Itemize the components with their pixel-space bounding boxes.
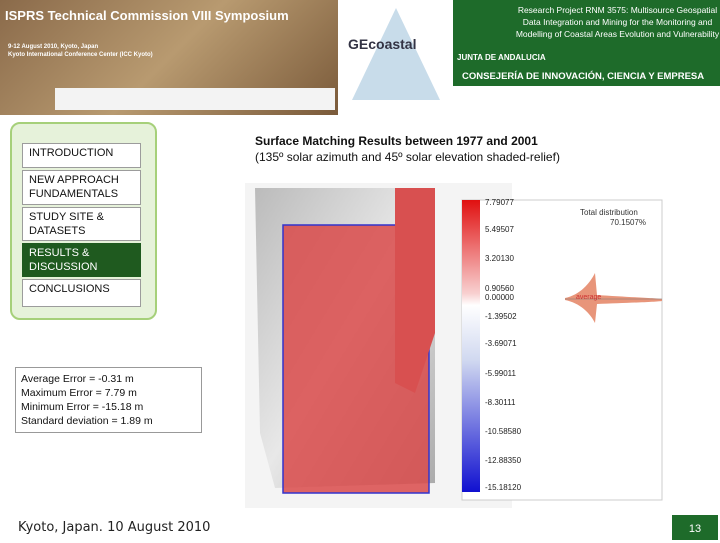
colorbar-label: 0.00000 [485,293,514,302]
menu-item[interactable]: STUDY SITE & DATASETS [22,207,141,241]
slide-subtitle: (135º solar azimuth and 45º solar elevat… [255,150,560,164]
menu-item[interactable]: INTRODUCTION [22,143,141,168]
colorbar-label: -5.99011 [485,369,516,378]
junta: JUNTA DE ANDALUCIA [457,53,546,62]
banner-title: ISPRS Technical Commission VIII Symposiu… [5,8,289,23]
colorbar-label: -8.30111 [485,398,516,407]
menu-item[interactable]: NEW APPROACH FUNDAMENTALS [22,170,141,205]
logo-box [340,0,452,115]
banner-date: 9-12 August 2010, Kyoto, Japan [8,44,99,50]
colorbar-label: -10.58580 [485,427,522,436]
slide-title: Surface Matching Results between 1977 an… [255,134,538,148]
distribution-value: 70.1507% [610,218,647,227]
menu-item[interactable]: CONCLUSIONS [22,279,141,307]
colorbar-label: 0.90560 [485,284,514,293]
colorbar-label: 5.49507 [485,225,514,234]
logo-icon [352,8,440,100]
stat: Standard deviation = 1.89 m [21,415,153,427]
stat: Maximum Error = 7.79 m [21,387,137,399]
logo-text: GEcoastal [348,36,417,52]
footer-text: Kyoto, Japan. 10 August 2010 [18,520,211,535]
banner-venue: Kyoto International Conference Center (I… [8,52,153,58]
stat: Minimum Error = -15.18 m [21,401,144,413]
stat: Average Error = -0.31 m [21,373,134,385]
page-number: 13 [672,515,718,540]
distribution-label: Total distribution [580,208,638,217]
figure [245,183,663,508]
project-text: Research Project RNM 3575: Multisource G… [515,5,720,39]
sponsor-strip [55,88,335,110]
colorbar-label: -12.88350 [485,456,522,465]
consejeria-box [453,68,720,86]
consejeria: CONSEJERÍA DE INNOVACIÓN, CIENCIA Y EMPR… [462,71,705,82]
stats-box: Average Error = -0.31 m Maximum Error = … [15,367,202,433]
colorbar-label: -3.69071 [485,339,517,348]
colorbar-label: -15.18120 [485,483,522,492]
colorbar-label: 7.79077 [485,198,514,207]
colorbar-label: 3.20130 [485,254,514,263]
menu-item-active[interactable]: RESULTS & DISCUSSION [22,243,141,277]
colorbar-label: -1.39502 [485,312,517,321]
average-label: average [576,294,602,301]
